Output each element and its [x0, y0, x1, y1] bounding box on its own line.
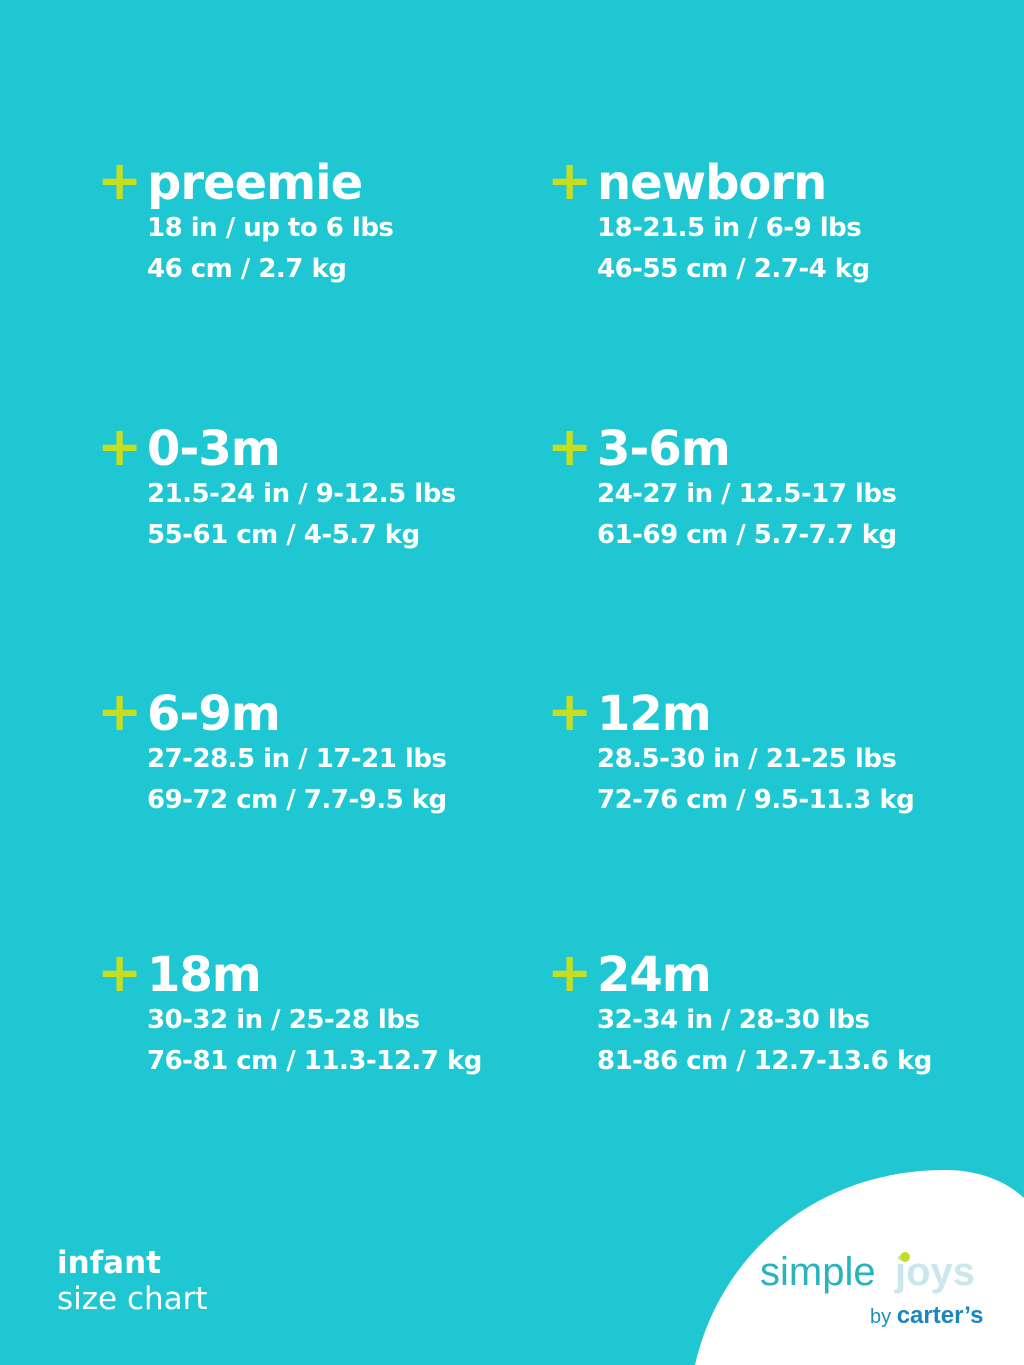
plus-icon: +: [97, 415, 143, 478]
size-imperial: 32-34 in / 28-30 lbs: [597, 1005, 870, 1035]
size-name: preemie: [147, 155, 363, 211]
size-imperial: 28.5-30 in / 21-25 lbs: [597, 744, 897, 774]
size-metric: 46-55 cm / 2.7-4 kg: [597, 254, 870, 284]
size-name: newborn: [597, 155, 827, 211]
caption-infant: infant: [57, 1245, 161, 1281]
plus-icon: +: [97, 149, 143, 212]
size-metric: 76-81 cm / 11.3-12.7 kg: [147, 1046, 482, 1076]
logo-circle-background: [695, 1170, 1024, 1365]
size-imperial: 21.5-24 in / 9-12.5 lbs: [147, 479, 456, 509]
size-imperial: 30-32 in / 25-28 lbs: [147, 1005, 420, 1035]
size-imperial: 27-28.5 in / 17-21 lbs: [147, 744, 447, 774]
size-name: 6-9m: [147, 686, 281, 742]
size-imperial: 24-27 in / 12.5-17 lbs: [597, 479, 897, 509]
chart-caption: infant size chart: [57, 1245, 208, 1317]
plus-icon: +: [547, 149, 593, 212]
size-metric: 55-61 cm / 4-5.7 kg: [147, 520, 420, 550]
size-name: 12m: [597, 686, 712, 742]
size-metric: 72-76 cm / 9.5-11.3 kg: [597, 785, 915, 815]
size-metric: 46 cm / 2.7 kg: [147, 254, 347, 284]
size-imperial: 18-21.5 in / 6-9 lbs: [597, 213, 862, 243]
caption-size-chart: size chart: [57, 1281, 208, 1317]
size-imperial: 18 in / up to 6 lbs: [147, 213, 394, 243]
simple-joys-logo: simple joys by carter’s: [760, 1250, 1000, 1330]
size-metric: 61-69 cm / 5.7-7.7 kg: [597, 520, 897, 550]
size-metric: 69-72 cm / 7.7-9.5 kg: [147, 785, 447, 815]
logo-by: by: [870, 1306, 892, 1328]
size-name: 3-6m: [597, 421, 731, 477]
plus-icon: +: [547, 680, 593, 743]
plus-icon: +: [547, 415, 593, 478]
logo-carters: carter’s: [896, 1302, 984, 1329]
plus-icon: +: [547, 941, 593, 1004]
size-name: 0-3m: [147, 421, 281, 477]
logo-by-carters: by carter’s: [870, 1302, 983, 1330]
plus-icon: +: [97, 680, 143, 743]
logo-dot-icon: [900, 1252, 910, 1262]
size-name: 18m: [147, 947, 262, 1003]
size-name: 24m: [597, 947, 712, 1003]
plus-icon: +: [97, 941, 143, 1004]
logo-simple: simple: [760, 1250, 876, 1294]
size-metric: 81-86 cm / 12.7-13.6 kg: [597, 1046, 932, 1076]
